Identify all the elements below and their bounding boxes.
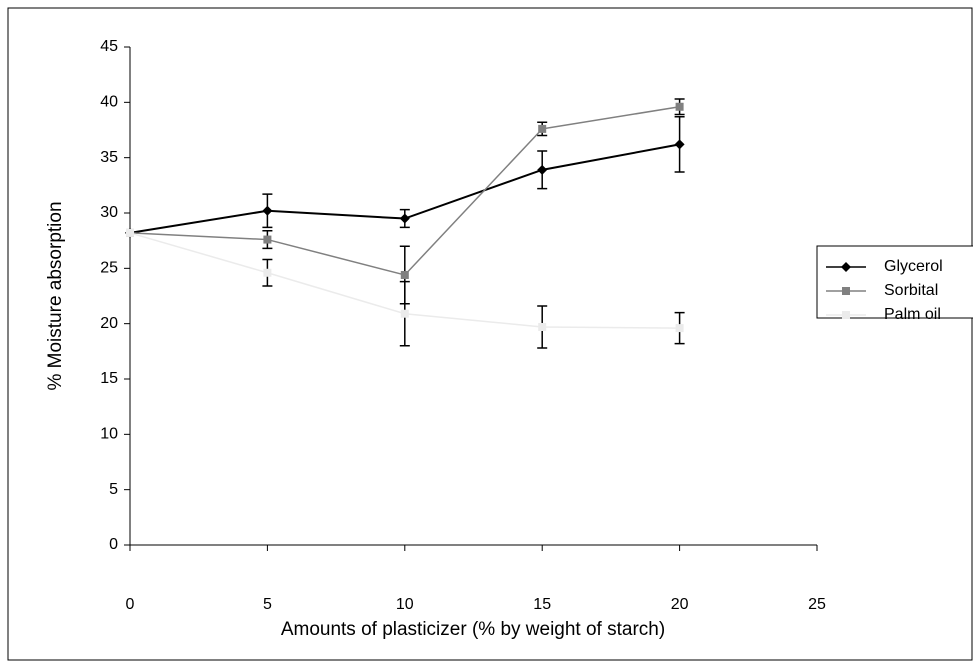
y-tick-label: 10 [100,426,118,443]
marker [841,262,851,272]
y-tick-label: 15 [100,370,118,387]
x-tick-label: 5 [263,596,272,613]
marker [400,309,409,318]
y-tick-label: 5 [109,481,118,498]
y-tick-label: 20 [100,315,118,332]
x-tick-label: 25 [808,596,826,613]
marker [537,164,548,175]
marker [842,287,850,295]
marker [675,102,684,111]
x-tick-label: 10 [396,596,414,613]
marker [399,213,410,224]
y-axis-label: % Moisture absorption [45,201,66,390]
x-tick-label: 15 [533,596,551,613]
x-tick-label: 0 [126,596,135,613]
legend-label: Glycerol [884,258,943,275]
marker [400,270,409,279]
marker [263,268,272,277]
marker [674,139,685,150]
marker [538,124,547,133]
legend-label: Sorbital [884,282,938,299]
x-axis-label: Amounts of plasticizer (% by weight of s… [281,619,665,640]
y-tick-label: 35 [100,149,118,166]
legend-box [816,245,973,319]
y-tick-label: 30 [100,204,118,221]
marker [262,205,273,216]
x-tick-label: 20 [671,596,689,613]
y-tick-label: 45 [100,38,118,55]
chart-frame [7,7,973,661]
marker [842,311,850,319]
marker [675,324,684,333]
marker [126,228,134,237]
y-tick-label: 0 [109,536,118,553]
y-tick-label: 25 [100,260,118,277]
y-tick-label: 40 [100,94,118,111]
marker [538,322,547,331]
legend-label: Palm oil [884,306,941,323]
marker [263,235,272,244]
